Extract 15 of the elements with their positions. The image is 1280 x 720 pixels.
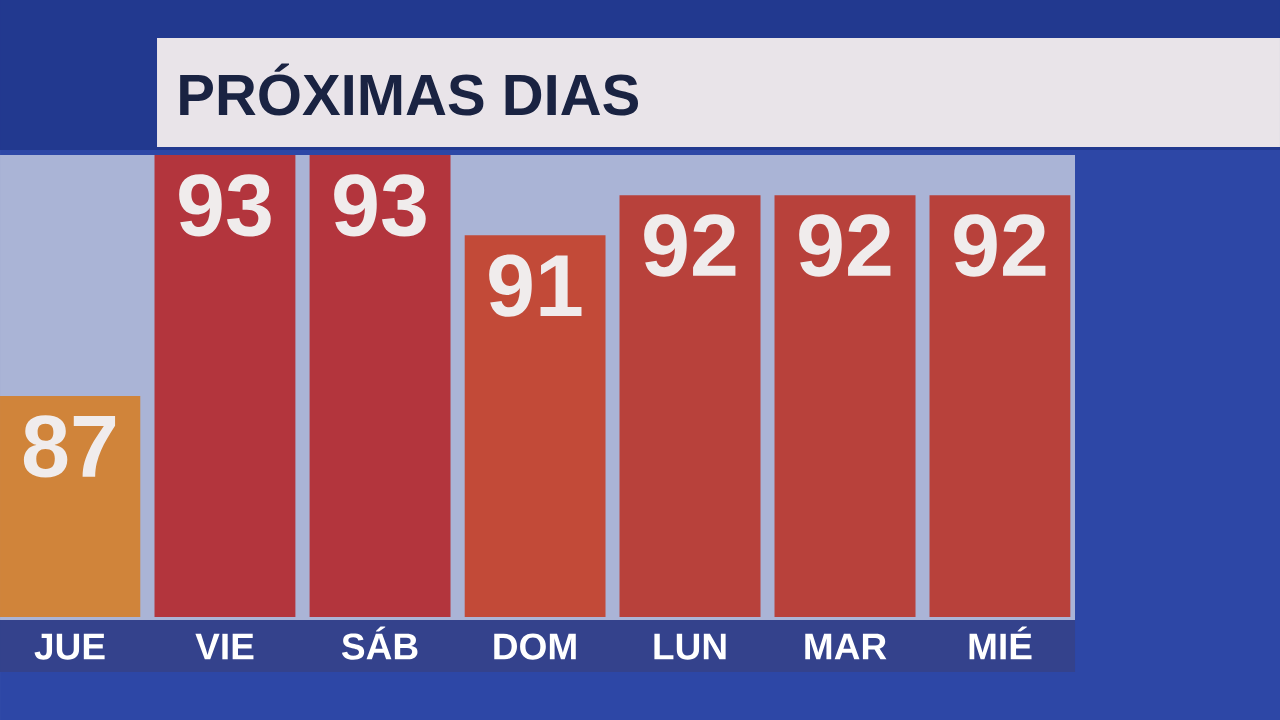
data-label: 93	[179, 174, 271, 237]
x-tick-label: LUN	[654, 633, 726, 660]
x-tick-label: JUE	[34, 633, 105, 660]
x-tick-label: DOM	[494, 633, 576, 660]
x-tick-label: VIE	[195, 633, 254, 660]
data-label: 93	[334, 174, 426, 237]
x-tick-label: SÁB	[341, 626, 418, 660]
x-tick-label: MAR	[805, 633, 887, 660]
data-label: 92	[954, 214, 1046, 277]
x-tick-label: MIÉ	[969, 626, 1032, 660]
data-label: 92	[644, 214, 736, 277]
chart-title: PRÓXIMAS DIAS	[180, 63, 639, 116]
data-label: 87	[23, 415, 116, 478]
data-label: 92	[799, 214, 891, 277]
data-label: 91	[489, 254, 582, 317]
